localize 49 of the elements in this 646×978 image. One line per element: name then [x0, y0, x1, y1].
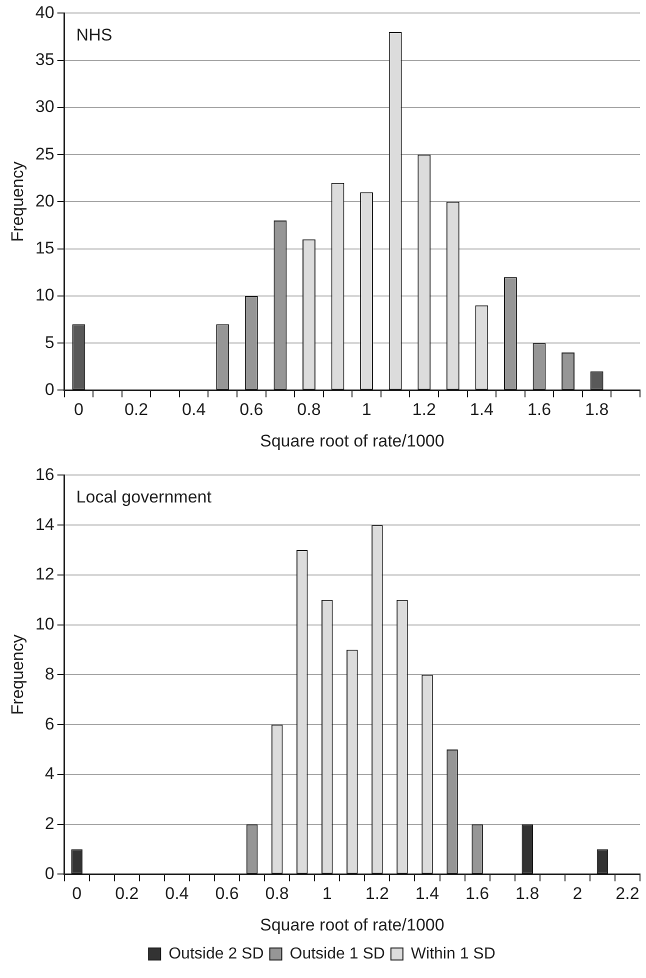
- x-tick-label: 0: [74, 400, 84, 420]
- y-tick-label: 4: [44, 764, 54, 784]
- y-tick-label: 14: [35, 514, 54, 534]
- x-tick-label: 0.6: [240, 400, 264, 420]
- x-axis-title: Square root of rate/1000: [260, 431, 444, 450]
- x-tick-label: 1.6: [527, 400, 552, 420]
- y-tick-label: 5: [44, 332, 54, 352]
- x-tick-label: 1: [362, 400, 372, 420]
- text: Local government: [76, 487, 212, 506]
- y-tick-label: 0: [44, 864, 54, 883]
- legend-label: Within 1 SD: [410, 945, 496, 962]
- x-tick-label: 0.8: [297, 400, 321, 420]
- x-tick-label: 2.2: [616, 884, 640, 904]
- x-tick-label: 0.4: [182, 400, 206, 420]
- x-tick-label: 1.8: [516, 884, 540, 904]
- y-tick-label: 40: [35, 2, 54, 22]
- x-tick-label: 1: [322, 884, 332, 904]
- x-tick-label: 0.8: [265, 884, 289, 904]
- y-axis-title: Frequency: [8, 634, 27, 715]
- x-tick-label: 0.4: [165, 884, 189, 904]
- x-tick-label: 0.6: [215, 884, 239, 904]
- y-axis-title: Frequency: [8, 161, 27, 242]
- y-tick-label: 6: [44, 714, 54, 734]
- y-tick-label: 12: [35, 564, 54, 584]
- y-tick-label: 20: [35, 191, 54, 210]
- y-tick-label: 8: [44, 664, 54, 684]
- y-tick-label: 35: [35, 50, 54, 70]
- legend-label: Outside 1 SD: [290, 945, 385, 962]
- y-tick-label: 25: [35, 144, 54, 164]
- x-tick-label: 1.6: [465, 884, 490, 904]
- y-tick-label: 2: [44, 814, 54, 834]
- y-tick-label: 16: [35, 464, 54, 484]
- x-tick-label: 0.2: [124, 400, 148, 420]
- x-tick-label: 2: [572, 884, 582, 904]
- legend-label: Outside 2 SD: [168, 945, 264, 962]
- y-tick-label: 0: [44, 380, 54, 399]
- y-tick-label: 10: [35, 614, 54, 634]
- x-tick-label: 1.2: [412, 400, 436, 420]
- x-axis-title: Square root of rate/1000: [260, 915, 444, 934]
- x-tick-label: 1.4: [415, 884, 440, 904]
- text: NHS: [76, 25, 112, 44]
- y-tick-label: 10: [35, 286, 54, 305]
- y-tick-label: 30: [35, 97, 54, 116]
- x-tick-label: 0.2: [115, 884, 139, 904]
- x-tick-label: 1.2: [365, 884, 390, 904]
- y-tick-label: 15: [35, 238, 54, 258]
- x-tick-label: 1.8: [585, 400, 609, 420]
- x-tick-label: 1.4: [470, 400, 494, 420]
- x-tick-label: 0: [72, 884, 82, 904]
